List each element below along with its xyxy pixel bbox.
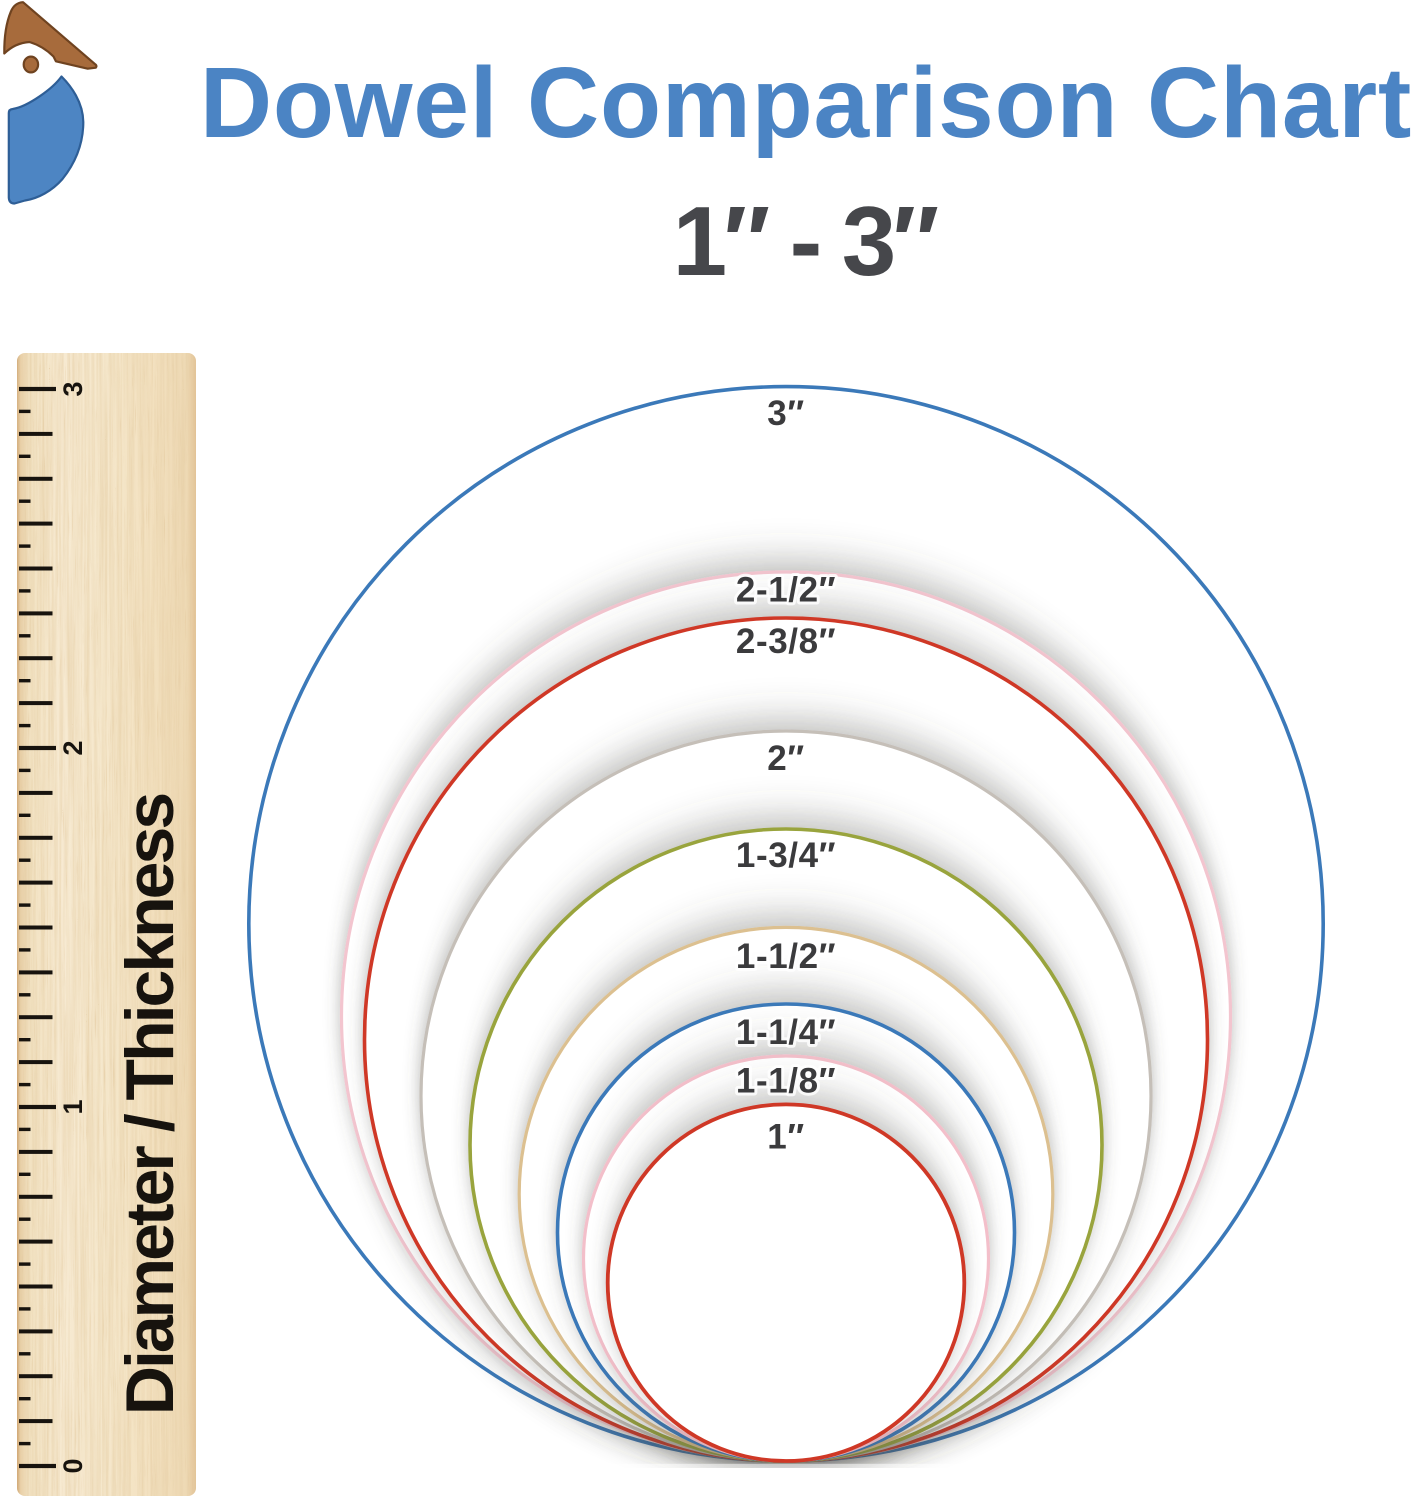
svg-text:3: 3 <box>58 381 88 396</box>
svg-text:Diameter / Thickness: Diameter / Thickness <box>112 794 188 1415</box>
svg-text:1″: 1″ <box>767 1118 804 1157</box>
svg-text:2: 2 <box>58 740 88 755</box>
svg-text:1: 1 <box>58 1099 88 1114</box>
svg-text:2-1/2″: 2-1/2″ <box>736 571 836 610</box>
svg-text:1-3/4″: 1-3/4″ <box>736 836 836 875</box>
svg-text:1-1/8″: 1-1/8″ <box>736 1062 836 1101</box>
svg-text:1-1/2″: 1-1/2″ <box>736 937 836 976</box>
svg-text:2-3/8″: 2-3/8″ <box>736 622 836 661</box>
svg-text:3″: 3″ <box>767 394 804 433</box>
svg-text:1″ - 3″: 1″ - 3″ <box>673 186 939 296</box>
svg-text:1-1/4″: 1-1/4″ <box>736 1013 836 1052</box>
svg-text:2″: 2″ <box>767 739 804 778</box>
svg-text:0: 0 <box>58 1458 88 1473</box>
svg-text:Dowel Comparison Chart: Dowel Comparison Chart <box>200 47 1412 159</box>
